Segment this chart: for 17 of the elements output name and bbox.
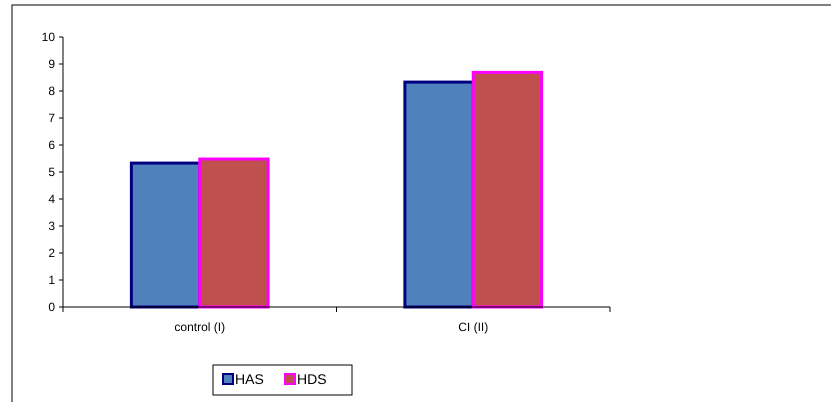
y-tick-label: 2 bbox=[48, 246, 56, 260]
legend-label: HAS bbox=[235, 371, 264, 387]
y-tick-label: 0 bbox=[48, 300, 56, 314]
y-tick-label: 9 bbox=[48, 57, 56, 72]
y-tick-label: 6 bbox=[48, 138, 56, 152]
y-tick-label: 10 bbox=[42, 30, 56, 44]
y-tick-label: 7 bbox=[48, 111, 56, 126]
y-tick-label: 8 bbox=[48, 84, 56, 98]
y-tick-label: 3 bbox=[48, 219, 56, 234]
y-tick-label: 5 bbox=[48, 165, 56, 180]
x-tick-label: control (I) bbox=[174, 320, 226, 334]
y-tick-label: 4 bbox=[48, 192, 56, 206]
x-tick-label: CI (II) bbox=[458, 320, 488, 334]
bar bbox=[472, 70, 544, 308]
bar bbox=[198, 158, 270, 308]
y-tick-label: 1 bbox=[48, 273, 56, 288]
legend-label: HDS bbox=[297, 371, 327, 387]
